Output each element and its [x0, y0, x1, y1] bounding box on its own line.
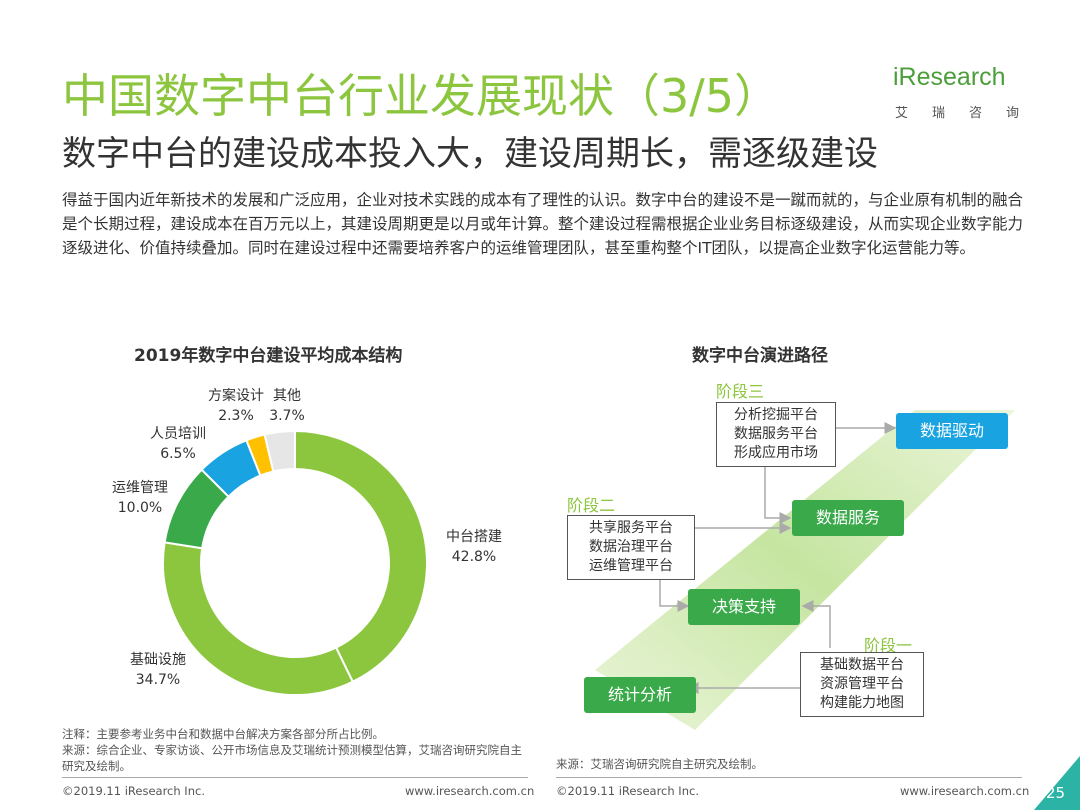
label-infrastructure: 基础设施 34.7% [118, 650, 198, 690]
footer-url-left: www.iresearch.com.cn [405, 784, 535, 798]
stage-two-item: 数据治理平台 [589, 539, 673, 555]
growth-band [595, 410, 1015, 730]
label-training: 人员培训 6.5% [138, 424, 218, 464]
step-decision-support: 决策支持 [688, 589, 800, 625]
label-design-value: 2.3% [218, 408, 254, 424]
connector-stage3-service [764, 464, 792, 524]
label-ops: 运维管理 10.0% [100, 478, 180, 518]
stage-one-item: 基础数据平台 [820, 657, 904, 673]
diagram-title: 数字中台演进路径 [692, 346, 828, 366]
stage-one-label: 阶段一 [864, 636, 913, 655]
page-subtitle: 数字中台的建设成本投入大，建设周期长，需逐级建设 [62, 134, 878, 174]
label-other-name: 其他 [273, 388, 301, 404]
stage-three-box: 分析挖掘平台 数据服务平台 形成应用市场 [716, 402, 836, 467]
left-footnote: 注释：主要参考业务中台和数据中台解决方案各部分所占比例。 来源：综合企业、专家访… [62, 727, 522, 773]
stage-three-item: 分析挖掘平台 [734, 407, 818, 423]
chart-title: 2019年数字中台建设平均成本结构 [134, 346, 403, 366]
label-design-name: 方案设计 [208, 388, 264, 404]
footer-copyright-right: ©2019.11 iResearch Inc. [556, 784, 699, 798]
label-infrastructure-name: 基础设施 [130, 652, 186, 668]
stage-one-item: 资源管理平台 [820, 676, 904, 692]
slice-other [263, 429, 296, 473]
label-middle-platform-name: 中台搭建 [446, 529, 502, 545]
logo-wordmark: iResearch [893, 63, 1006, 91]
diagram-graphics [595, 410, 1015, 730]
label-training-name: 人员培训 [150, 426, 206, 442]
label-other: 其他 3.7% [262, 386, 312, 426]
page-corner-graphic [1034, 756, 1080, 810]
logo-chinese: 艾瑞咨询 [895, 106, 1044, 121]
label-design: 方案设计 2.3% [198, 386, 274, 426]
intro-paragraph: 得益于国内近年新技术的发展和广泛应用，企业对技术实践的成本有了理性的认识。数字中… [62, 191, 1024, 257]
stage-one-box: 基础数据平台 资源管理平台 构建能力地图 [800, 652, 924, 717]
stage-two-item: 运维管理平台 [589, 558, 673, 574]
label-middle-platform-value: 42.8% [451, 549, 497, 565]
donut-chart [162, 429, 428, 696]
stage-three-item: 形成应用市场 [734, 445, 818, 461]
step-statistical-analysis: 统计分析 [584, 677, 696, 713]
connector-stage1-decision [801, 600, 831, 648]
right-footnote: 来源：艾瑞咨询研究院自主研究及绘制。 [556, 757, 763, 771]
footer-url-right: www.iresearch.com.cn [900, 784, 1030, 798]
label-ops-value: 10.0% [117, 500, 163, 516]
stage-two-item: 共享服务平台 [589, 520, 673, 536]
page-title: 中国数字中台行业发展现状（3/5） [62, 69, 781, 123]
stage-one-item: 构建能力地图 [820, 695, 904, 711]
page-number: 25 [1046, 784, 1066, 802]
label-other-value: 3.7% [269, 408, 305, 424]
label-ops-name: 运维管理 [112, 480, 168, 496]
connector-stage2-decision [659, 570, 690, 612]
stage-three-item: 数据服务平台 [734, 426, 818, 442]
stage-two-box: 共享服务平台 数据治理平台 运维管理平台 [567, 515, 695, 580]
slice-middle-platform [294, 429, 428, 684]
label-infrastructure-value: 34.7% [135, 672, 181, 688]
footer-divider-right [556, 777, 1022, 778]
footer-copyright-left: ©2019.11 iResearch Inc. [62, 784, 205, 798]
footer-divider-left [62, 777, 528, 778]
stage-two-label: 阶段二 [567, 496, 616, 515]
step-data-driven: 数据驱动 [896, 413, 1008, 449]
label-middle-platform: 中台搭建 42.8% [434, 527, 514, 567]
stage-three-label: 阶段三 [716, 382, 765, 401]
slice-infrastructure [162, 541, 355, 696]
label-training-value: 6.5% [160, 446, 196, 462]
step-data-service: 数据服务 [792, 500, 904, 536]
